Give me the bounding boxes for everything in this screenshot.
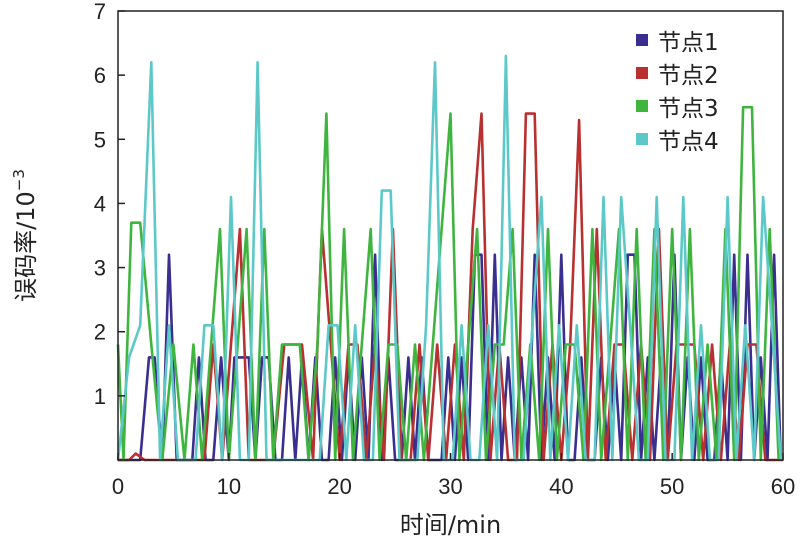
y-tick-label: 6 xyxy=(94,63,106,88)
x-tick-label: 60 xyxy=(771,474,795,499)
legend-label-3: 节点3 xyxy=(658,96,719,122)
y-axis-title-main: 误码率/10 xyxy=(12,191,40,302)
y-tick-label: 3 xyxy=(94,256,106,281)
legend-swatch-3 xyxy=(636,100,648,112)
y-tick-label: 5 xyxy=(94,127,106,152)
legend-label-1: 节点1 xyxy=(658,30,719,56)
y-tick-label: 2 xyxy=(94,320,106,345)
legend-swatch-2 xyxy=(636,67,648,79)
series-line-3 xyxy=(116,105,780,462)
x-tick-label: 30 xyxy=(438,474,462,499)
y-tick-label: 1 xyxy=(94,384,106,409)
x-tick-label: 40 xyxy=(549,474,573,499)
x-axis-title: 时间/min xyxy=(400,511,501,539)
y-tick-label: 7 xyxy=(94,0,106,24)
y-axis-title-exponent: −3 xyxy=(10,169,28,191)
legend-label-4: 节点4 xyxy=(658,129,719,155)
y-axis-title: 误码率/10−3 xyxy=(10,169,40,302)
legend: 节点1 节点2 节点3 节点4 xyxy=(636,30,719,155)
legend-swatch-4 xyxy=(636,133,648,145)
x-tick-label: 0 xyxy=(112,474,124,499)
x-tick-label: 20 xyxy=(327,474,351,499)
y-tick-label: 4 xyxy=(94,191,106,216)
x-tick-label: 10 xyxy=(217,474,241,499)
legend-label-2: 节点2 xyxy=(658,63,719,89)
x-tick-label: 50 xyxy=(660,474,684,499)
legend-swatch-1 xyxy=(636,34,648,46)
tick-layer: 0 10 20 30 40 50 60 1 2 3 4 5 6 7 xyxy=(94,0,795,499)
